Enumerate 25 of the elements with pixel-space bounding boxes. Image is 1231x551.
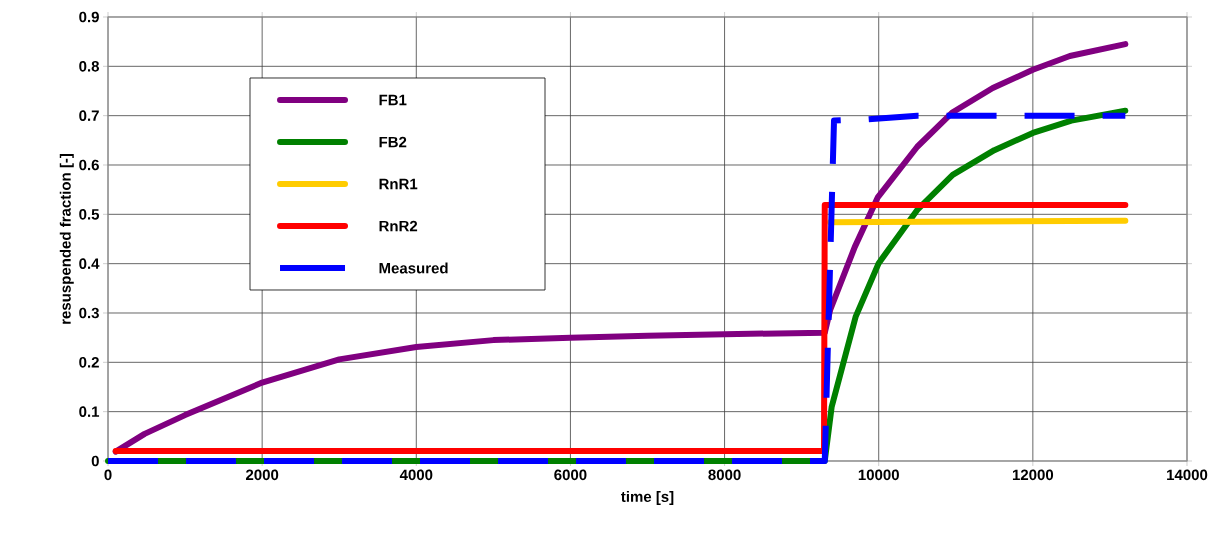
legend-label: FB2 xyxy=(379,136,407,148)
x-tick-label: 14000 xyxy=(1167,469,1208,481)
x-tick-label: 12000 xyxy=(1012,469,1054,481)
x-axis-title: time [s] xyxy=(621,491,674,505)
x-tick-label: 6000 xyxy=(554,469,587,481)
legend-label: FB1 xyxy=(379,94,407,106)
x-tick-label: 0 xyxy=(104,469,112,481)
y-tick-label: 0.3 xyxy=(79,307,99,319)
x-tick-label: 8000 xyxy=(708,469,741,481)
y-tick-label: 0.6 xyxy=(79,159,99,171)
y-tick-label: 0.1 xyxy=(79,406,100,417)
y-axis-title: resuspended fraction [-] xyxy=(59,154,74,324)
x-tick-label: 4000 xyxy=(399,469,433,481)
y-tick-label: 0.4 xyxy=(79,258,100,269)
y-tick-label: 0.2 xyxy=(79,357,99,368)
y-tick-label: 0.7 xyxy=(79,110,99,121)
legend-label: RnR2 xyxy=(379,220,418,232)
y-tick-label: 0.8 xyxy=(79,61,100,72)
y-tick-label: 0.9 xyxy=(79,11,99,23)
x-tick-label: 2000 xyxy=(245,469,279,481)
legend-label: RnR1 xyxy=(379,178,418,190)
y-tick-label: 0.5 xyxy=(79,209,100,220)
y-tick-label: 0 xyxy=(91,455,99,467)
x-tick-label: 10000 xyxy=(858,469,899,481)
legend-label: Measured xyxy=(379,262,448,274)
